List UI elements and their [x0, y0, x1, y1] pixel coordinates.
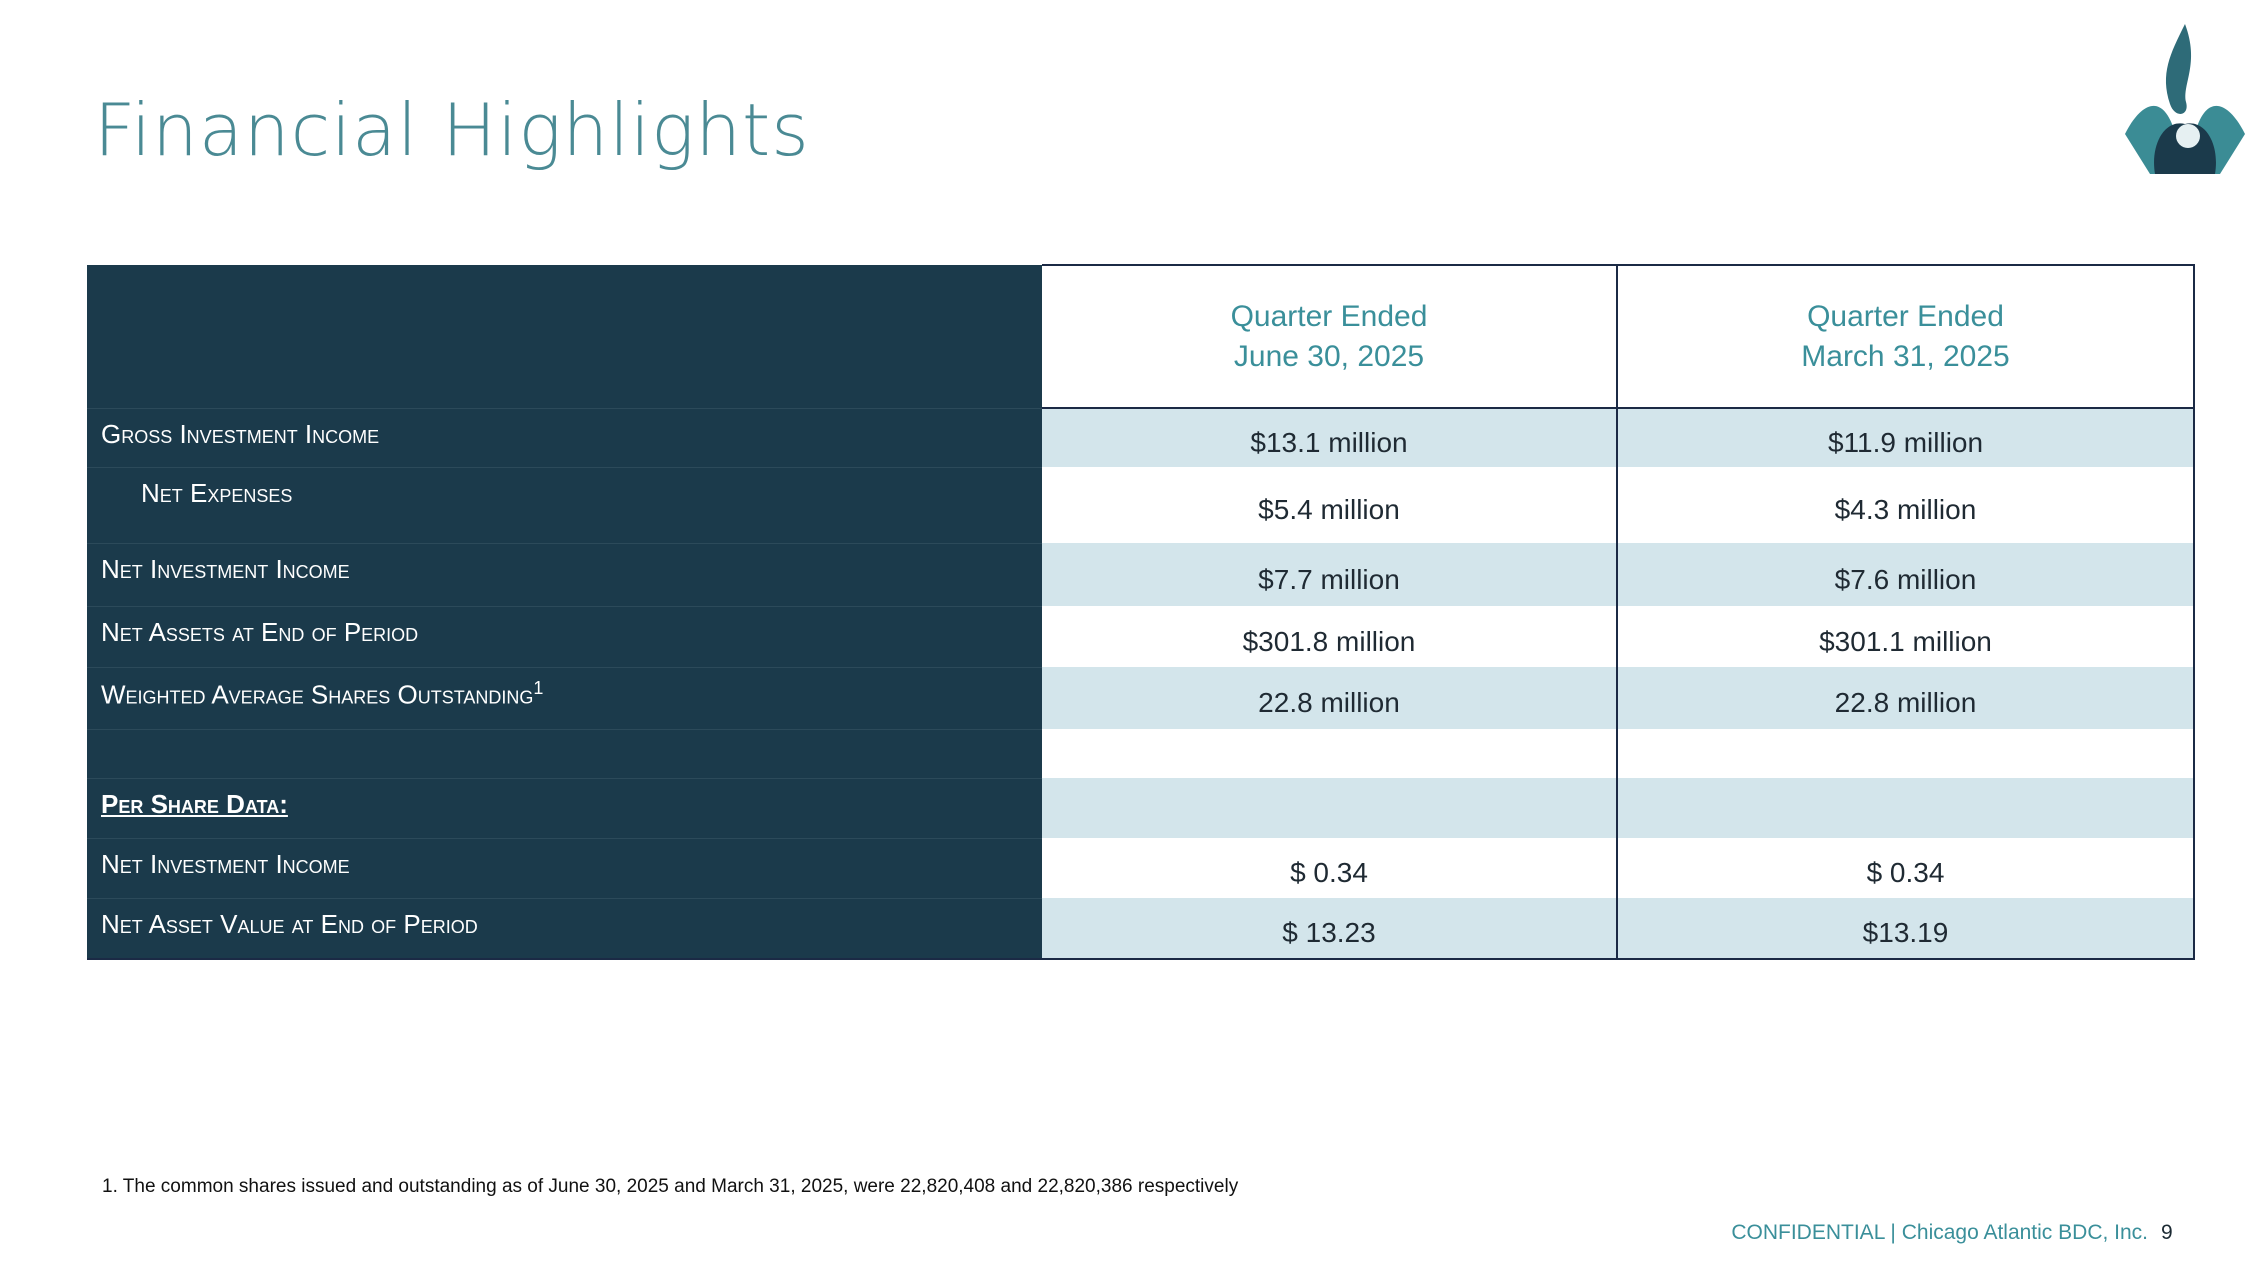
corner-cell — [87, 265, 1042, 409]
header-row: Quarter Ended June 30, 2025 Quarter Ended… — [87, 264, 2195, 409]
cell: $11.9 million — [1617, 408, 2195, 467]
row: Net Expenses $5.4 million $4.3 million — [87, 467, 2195, 544]
row-label-cell: Weighted Average Shares Outstanding1 — [87, 667, 1042, 730]
row-label: Weighted Average Shares Outstanding — [101, 679, 534, 710]
cell — [1617, 729, 2195, 778]
row-label: Net Investment Income — [87, 543, 1042, 607]
cell — [1042, 729, 1618, 778]
cell — [1042, 778, 1618, 838]
row: Net Investment Income $7.7 million $7.6 … — [87, 543, 2195, 607]
cell: $13.19 — [1617, 898, 2195, 960]
cell: $ 13.23 — [1042, 898, 1618, 960]
cell: $13.1 million — [1042, 408, 1618, 467]
cell: $4.3 million — [1617, 467, 2195, 543]
column-header: Quarter Ended June 30, 2025 — [1042, 264, 1618, 409]
section-label: Per Share Data: — [101, 788, 288, 819]
logo — [2125, 24, 2245, 174]
row-label: Net Investment Income — [87, 838, 1042, 899]
cell: $301.1 million — [1617, 606, 2195, 667]
highlights-table: Quarter Ended June 30, 2025 Quarter Ended… — [87, 264, 2195, 960]
column-header: Quarter Ended March 31, 2025 — [1617, 264, 2195, 409]
cell: $7.6 million — [1617, 543, 2195, 606]
row-label: Gross Investment Income — [87, 408, 1042, 468]
cell: $301.8 million — [1042, 606, 1618, 667]
column-header-line: Quarter Ended — [1807, 299, 2004, 333]
cell: 22.8 million — [1042, 667, 1618, 729]
column-header-line: March 31, 2025 — [1801, 339, 2010, 373]
row: Net Asset Value at End of Period $ 13.23… — [87, 898, 2195, 960]
footnote-ref: 1 — [533, 677, 544, 698]
cell: 22.8 million — [1617, 667, 2195, 729]
row: Net Assets at End of Period $301.8 milli… — [87, 606, 2195, 668]
row-label-cell — [87, 729, 1042, 779]
column-header-line: Quarter Ended — [1230, 299, 1428, 333]
cell: $7.7 million — [1042, 543, 1618, 606]
row-label: Net Assets at End of Period — [87, 606, 1042, 668]
cell: $5.4 million — [1042, 467, 1618, 543]
footnote: 1. The common shares issued and outstand… — [102, 1176, 1239, 1197]
cell: $ 0.34 — [1042, 838, 1618, 898]
row-label: Net Expenses — [87, 467, 1042, 544]
row-label: Net Asset Value at End of Period — [87, 898, 1042, 960]
slide-title: Financial Highlights — [94, 88, 810, 172]
section-row: Per Share Data: — [87, 778, 2195, 839]
cell: $ 0.34 — [1617, 838, 2195, 898]
footer-text: CONFIDENTIAL | Chicago Atlantic BDC, Inc… — [1731, 1221, 2148, 1244]
column-header-line: June 30, 2025 — [1233, 339, 1425, 373]
section-label-cell: Per Share Data: — [87, 778, 1042, 839]
row: Gross Investment Income $13.1 million $1… — [87, 408, 2195, 468]
spacer-row — [87, 729, 2195, 779]
page-number: 9 — [2161, 1221, 2173, 1244]
cell — [1617, 778, 2195, 838]
row: Weighted Average Shares Outstanding1 22.… — [87, 667, 2195, 730]
row: Net Investment Income $ 0.34 $ 0.34 — [87, 838, 2195, 899]
